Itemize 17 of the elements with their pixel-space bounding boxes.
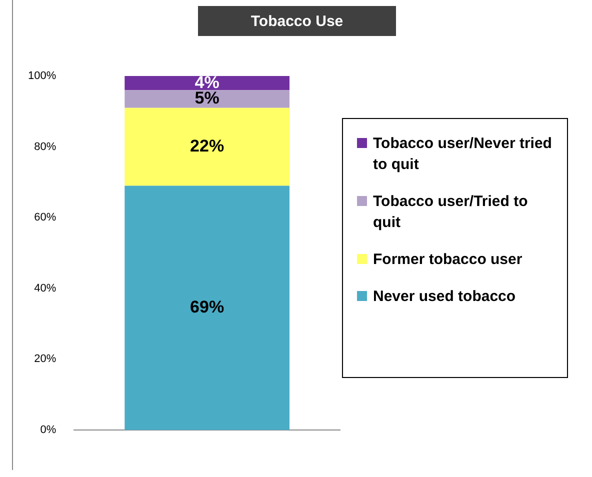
legend-label: Never used tobacco xyxy=(373,287,516,307)
y-tick-label: 20% xyxy=(34,353,56,366)
data-label: 22% xyxy=(190,136,224,156)
y-tick-label: 0% xyxy=(40,424,56,436)
y-tick-label: 60% xyxy=(34,212,56,224)
bar xyxy=(124,186,290,430)
y-tick-label: 100% xyxy=(28,70,56,82)
legend-label: Former tobacco user xyxy=(373,250,522,270)
chart-title: Tobacco Use xyxy=(198,6,396,36)
y-tick-label: 40% xyxy=(34,282,56,294)
bar xyxy=(124,90,290,108)
data-label: 69% xyxy=(190,298,224,317)
legend-label: Tobacco user/Tried to quit xyxy=(373,192,529,233)
bar xyxy=(124,76,290,90)
bar xyxy=(124,108,290,186)
legend-label: Tobacco user/Never tried to quit xyxy=(373,134,553,175)
y-tick-label: 80% xyxy=(34,140,56,153)
